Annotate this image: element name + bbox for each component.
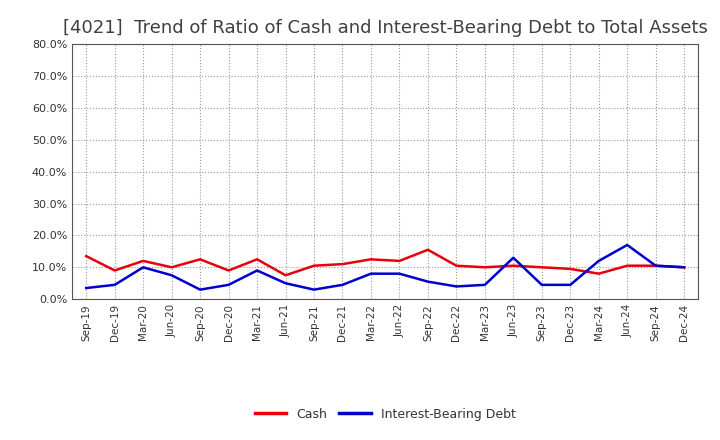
Interest-Bearing Debt [139,265,148,270]
Interest-Bearing Debt [509,255,518,260]
Interest-Bearing Debt [595,258,603,264]
Cash [196,257,204,262]
Interest-Bearing Debt [480,282,489,287]
Cash [423,247,432,253]
Interest-Bearing Debt [253,268,261,273]
Line: Interest-Bearing Debt: Interest-Bearing Debt [86,245,684,290]
Interest-Bearing Debt [167,273,176,278]
Interest-Bearing Debt [310,287,318,292]
Title: [4021]  Trend of Ratio of Cash and Interest-Bearing Debt to Total Assets: [4021] Trend of Ratio of Cash and Intere… [63,19,708,37]
Cash [282,273,290,278]
Interest-Bearing Debt [452,284,461,289]
Interest-Bearing Debt [652,263,660,268]
Cash [253,257,261,262]
Cash [480,265,489,270]
Interest-Bearing Debt [566,282,575,287]
Interest-Bearing Debt [366,271,375,276]
Cash [310,263,318,268]
Cash [167,265,176,270]
Cash [623,263,631,268]
Cash [225,268,233,273]
Cash [82,253,91,259]
Legend: Cash, Interest-Bearing Debt: Cash, Interest-Bearing Debt [250,403,521,425]
Cash [537,265,546,270]
Cash [595,271,603,276]
Line: Cash: Cash [86,250,684,275]
Interest-Bearing Debt [623,242,631,248]
Interest-Bearing Debt [82,286,91,291]
Interest-Bearing Debt [537,282,546,287]
Cash [366,257,375,262]
Cash [110,268,119,273]
Cash [139,258,148,264]
Cash [509,263,518,268]
Cash [452,263,461,268]
Interest-Bearing Debt [110,282,119,287]
Cash [652,263,660,268]
Cash [566,266,575,271]
Interest-Bearing Debt [680,265,688,270]
Interest-Bearing Debt [338,282,347,287]
Interest-Bearing Debt [225,282,233,287]
Cash [338,261,347,267]
Interest-Bearing Debt [395,271,404,276]
Cash [680,265,688,270]
Interest-Bearing Debt [196,287,204,292]
Interest-Bearing Debt [282,281,290,286]
Interest-Bearing Debt [423,279,432,284]
Cash [395,258,404,264]
